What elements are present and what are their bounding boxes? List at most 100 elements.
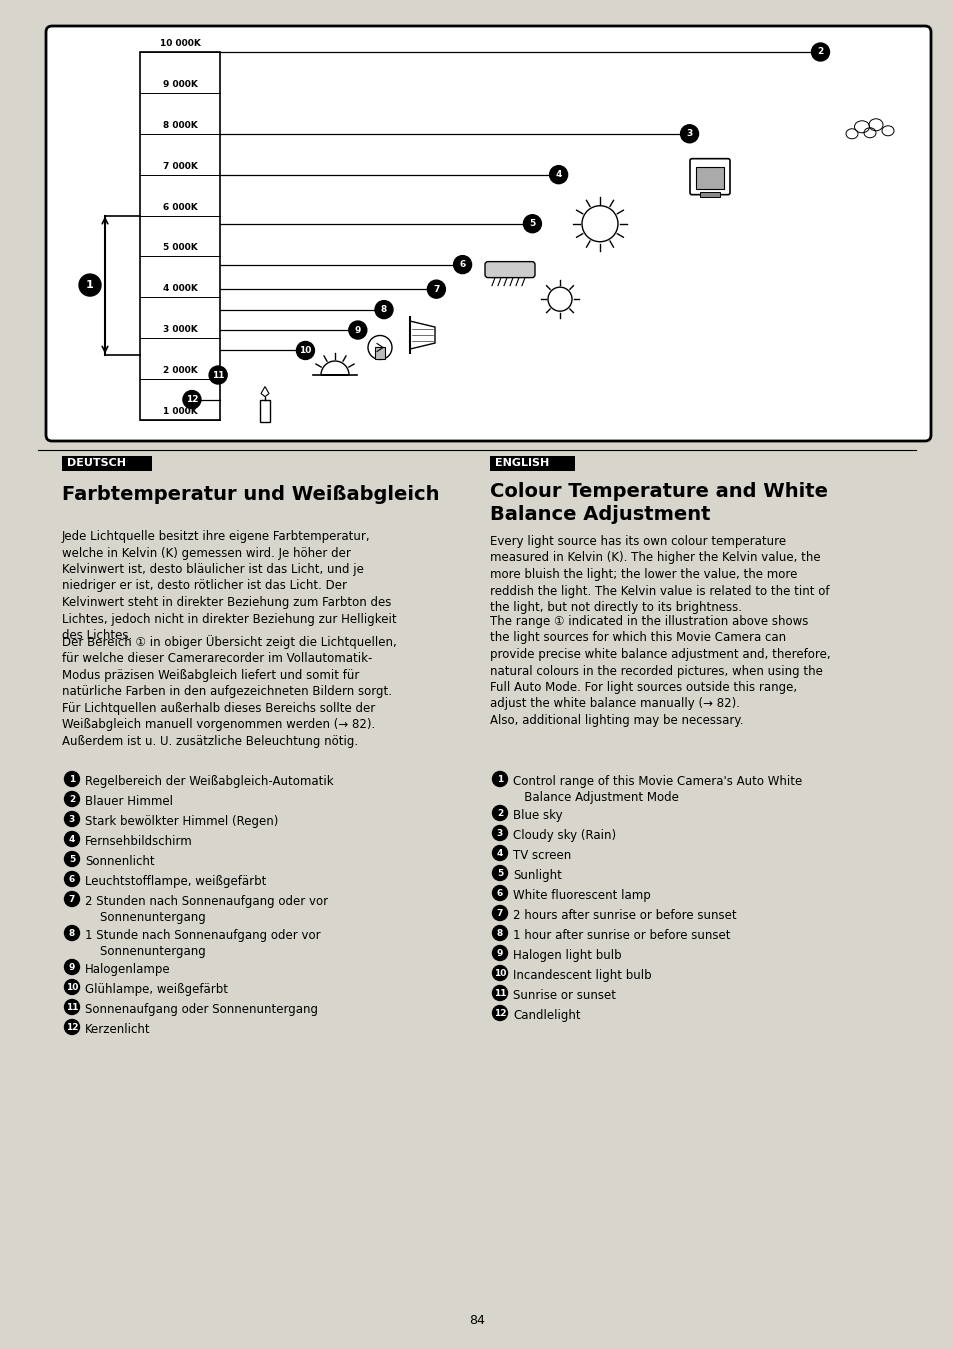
Text: 1: 1	[86, 281, 93, 290]
Circle shape	[492, 885, 507, 901]
Circle shape	[492, 966, 507, 981]
Text: Sonnenlicht: Sonnenlicht	[85, 855, 154, 867]
Text: Halogenlampe: Halogenlampe	[85, 963, 171, 975]
Text: 2 Stunden nach Sonnenaufgang oder vor
    Sonnenuntergang: 2 Stunden nach Sonnenaufgang oder vor So…	[85, 894, 328, 924]
Text: DEUTSCH: DEUTSCH	[67, 459, 126, 468]
Text: 5: 5	[529, 220, 535, 228]
FancyBboxPatch shape	[46, 26, 930, 441]
Text: Halogen light bulb: Halogen light bulb	[513, 948, 621, 962]
Circle shape	[65, 1020, 79, 1035]
Text: 8: 8	[497, 928, 502, 938]
Text: 10: 10	[66, 982, 78, 992]
Text: 4: 4	[555, 170, 561, 179]
Text: 1: 1	[69, 774, 75, 784]
Text: ENGLISH: ENGLISH	[495, 459, 549, 468]
Text: 2: 2	[69, 795, 75, 804]
Circle shape	[492, 805, 507, 820]
Text: Control range of this Movie Camera's Auto White
   Balance Adjustment Mode: Control range of this Movie Camera's Aut…	[513, 774, 801, 804]
FancyBboxPatch shape	[689, 159, 729, 194]
Text: White fluorescent lamp: White fluorescent lamp	[513, 889, 650, 902]
Text: 5: 5	[497, 869, 502, 877]
Bar	[700, 192, 720, 197]
Circle shape	[368, 336, 392, 359]
Circle shape	[523, 214, 541, 233]
Polygon shape	[261, 387, 269, 397]
Ellipse shape	[868, 119, 882, 131]
Circle shape	[296, 341, 314, 359]
Circle shape	[65, 892, 79, 907]
Ellipse shape	[845, 128, 857, 139]
Circle shape	[492, 905, 507, 920]
Circle shape	[581, 206, 618, 241]
Text: Every light source has its own colour temperature
measured in Kelvin (K). The hi: Every light source has its own colour te…	[490, 536, 828, 614]
Circle shape	[492, 986, 507, 1001]
Circle shape	[811, 43, 829, 61]
Text: Stark bewölkter Himmel (Regen): Stark bewölkter Himmel (Regen)	[85, 815, 278, 828]
Text: Jede Lichtquelle besitzt ihre eigene Farbtemperatur,
welche in Kelvin (K) gemess: Jede Lichtquelle besitzt ihre eigene Far…	[62, 530, 396, 642]
Circle shape	[492, 946, 507, 960]
Bar	[375, 348, 385, 359]
Text: 7: 7	[69, 894, 75, 904]
Text: 5 000K: 5 000K	[162, 243, 197, 252]
Circle shape	[453, 255, 471, 274]
Bar	[490, 456, 575, 471]
Text: Cloudy sky (Rain): Cloudy sky (Rain)	[513, 830, 616, 842]
Text: 9 000K: 9 000K	[162, 80, 197, 89]
Circle shape	[492, 1005, 507, 1020]
Text: 10: 10	[299, 345, 312, 355]
Circle shape	[349, 321, 367, 339]
Circle shape	[549, 166, 567, 183]
Bar	[260, 399, 270, 421]
Text: 12: 12	[186, 395, 198, 405]
Text: 2: 2	[817, 47, 822, 57]
Circle shape	[65, 831, 79, 847]
Text: 4 000K: 4 000K	[162, 285, 197, 293]
Text: 6: 6	[459, 260, 465, 268]
Text: 11: 11	[494, 989, 506, 997]
Circle shape	[65, 959, 79, 974]
Circle shape	[65, 871, 79, 886]
Text: Leuchtstofflampe, weißgefärbt: Leuchtstofflampe, weißgefärbt	[85, 876, 266, 888]
Text: Sonnenaufgang oder Sonnenuntergang: Sonnenaufgang oder Sonnenuntergang	[85, 1004, 317, 1016]
Circle shape	[183, 391, 201, 409]
Text: 5: 5	[69, 854, 75, 863]
Circle shape	[65, 772, 79, 786]
Text: Candlelight: Candlelight	[513, 1009, 580, 1023]
Text: 12: 12	[66, 1023, 78, 1032]
Text: The range ① indicated in the illustration above shows
the light sources for whic: The range ① indicated in the illustratio…	[490, 615, 830, 727]
Bar	[140, 53, 220, 420]
Text: 6: 6	[69, 874, 75, 884]
Text: TV screen: TV screen	[513, 849, 571, 862]
Text: 12: 12	[494, 1009, 506, 1017]
Text: Regelbereich der Weißabgleich-Automatik: Regelbereich der Weißabgleich-Automatik	[85, 774, 334, 788]
Ellipse shape	[854, 121, 868, 132]
Circle shape	[209, 366, 227, 384]
Text: Colour Temperature and White
Balance Adjustment: Colour Temperature and White Balance Adj…	[490, 482, 827, 523]
Text: 11: 11	[212, 371, 224, 379]
Text: 7: 7	[497, 908, 502, 917]
Circle shape	[65, 979, 79, 994]
Text: Kerzenlicht: Kerzenlicht	[85, 1023, 151, 1036]
Circle shape	[65, 851, 79, 866]
Text: 2 000K: 2 000K	[162, 366, 197, 375]
Circle shape	[492, 925, 507, 940]
Text: 3 000K: 3 000K	[162, 325, 197, 335]
Polygon shape	[410, 321, 435, 349]
Text: Farbtemperatur und Weißabgleich: Farbtemperatur und Weißabgleich	[62, 486, 439, 505]
Circle shape	[65, 925, 79, 940]
Circle shape	[492, 772, 507, 786]
Text: 9: 9	[69, 962, 75, 971]
Text: 1 Stunde nach Sonnenaufgang oder vor
    Sonnenuntergang: 1 Stunde nach Sonnenaufgang oder vor Son…	[85, 929, 320, 958]
Text: 2: 2	[497, 808, 502, 817]
Text: 6 000K: 6 000K	[162, 202, 197, 212]
Text: 3: 3	[497, 828, 502, 838]
Text: 4: 4	[497, 849, 502, 858]
Circle shape	[679, 124, 698, 143]
Text: Sunrise or sunset: Sunrise or sunset	[513, 989, 616, 1002]
Text: 8 000K: 8 000K	[162, 121, 197, 130]
Circle shape	[375, 301, 393, 318]
Polygon shape	[320, 362, 349, 375]
Text: Der Bereich ① in obiger Übersicht zeigt die Lichtquellen,
für welche dieser Came: Der Bereich ① in obiger Übersicht zeigt …	[62, 635, 396, 747]
Text: 3: 3	[69, 815, 75, 823]
Text: 6: 6	[497, 889, 502, 897]
